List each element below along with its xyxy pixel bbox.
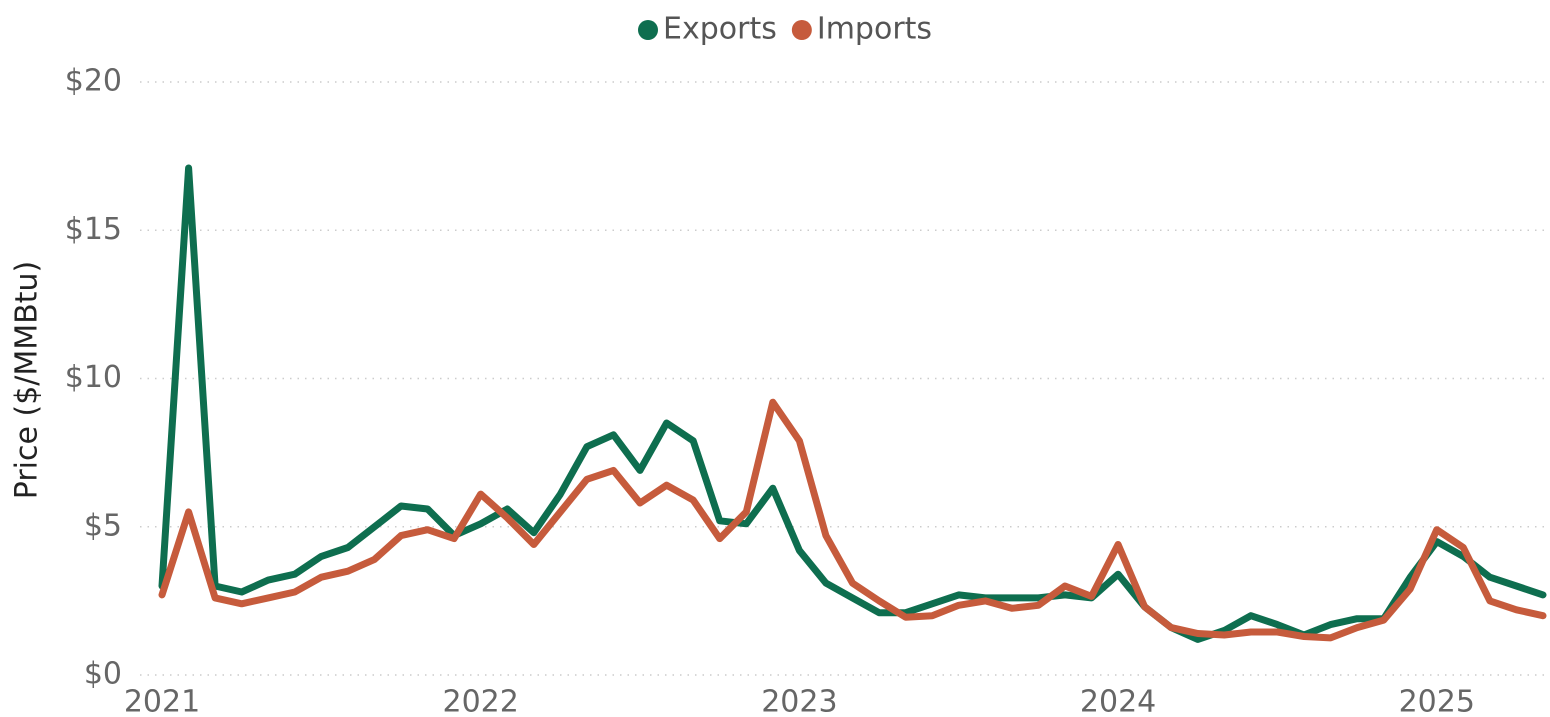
y-tick-label: $15 <box>65 212 122 247</box>
legend-label: Imports <box>817 12 932 47</box>
series-line <box>158 398 1547 642</box>
x-tick-label: 2022 <box>443 685 519 717</box>
y-axis-title: Price ($/MMBtu) <box>10 261 45 499</box>
x-tick-label: 2025 <box>1399 685 1475 717</box>
legend-marker <box>638 20 658 40</box>
legend-label: Exports <box>663 12 777 47</box>
y-tick-label: $10 <box>65 360 122 395</box>
x-tick-label: 2024 <box>1080 685 1156 717</box>
y-tick-label: $20 <box>65 64 122 99</box>
series-line <box>158 164 1547 643</box>
y-tick-label: $5 <box>84 508 122 543</box>
legend-marker <box>791 20 812 40</box>
x-tick-label: 2023 <box>761 685 837 717</box>
y-tick-label: $0 <box>84 657 122 692</box>
x-tick-label: 2021 <box>124 685 200 717</box>
